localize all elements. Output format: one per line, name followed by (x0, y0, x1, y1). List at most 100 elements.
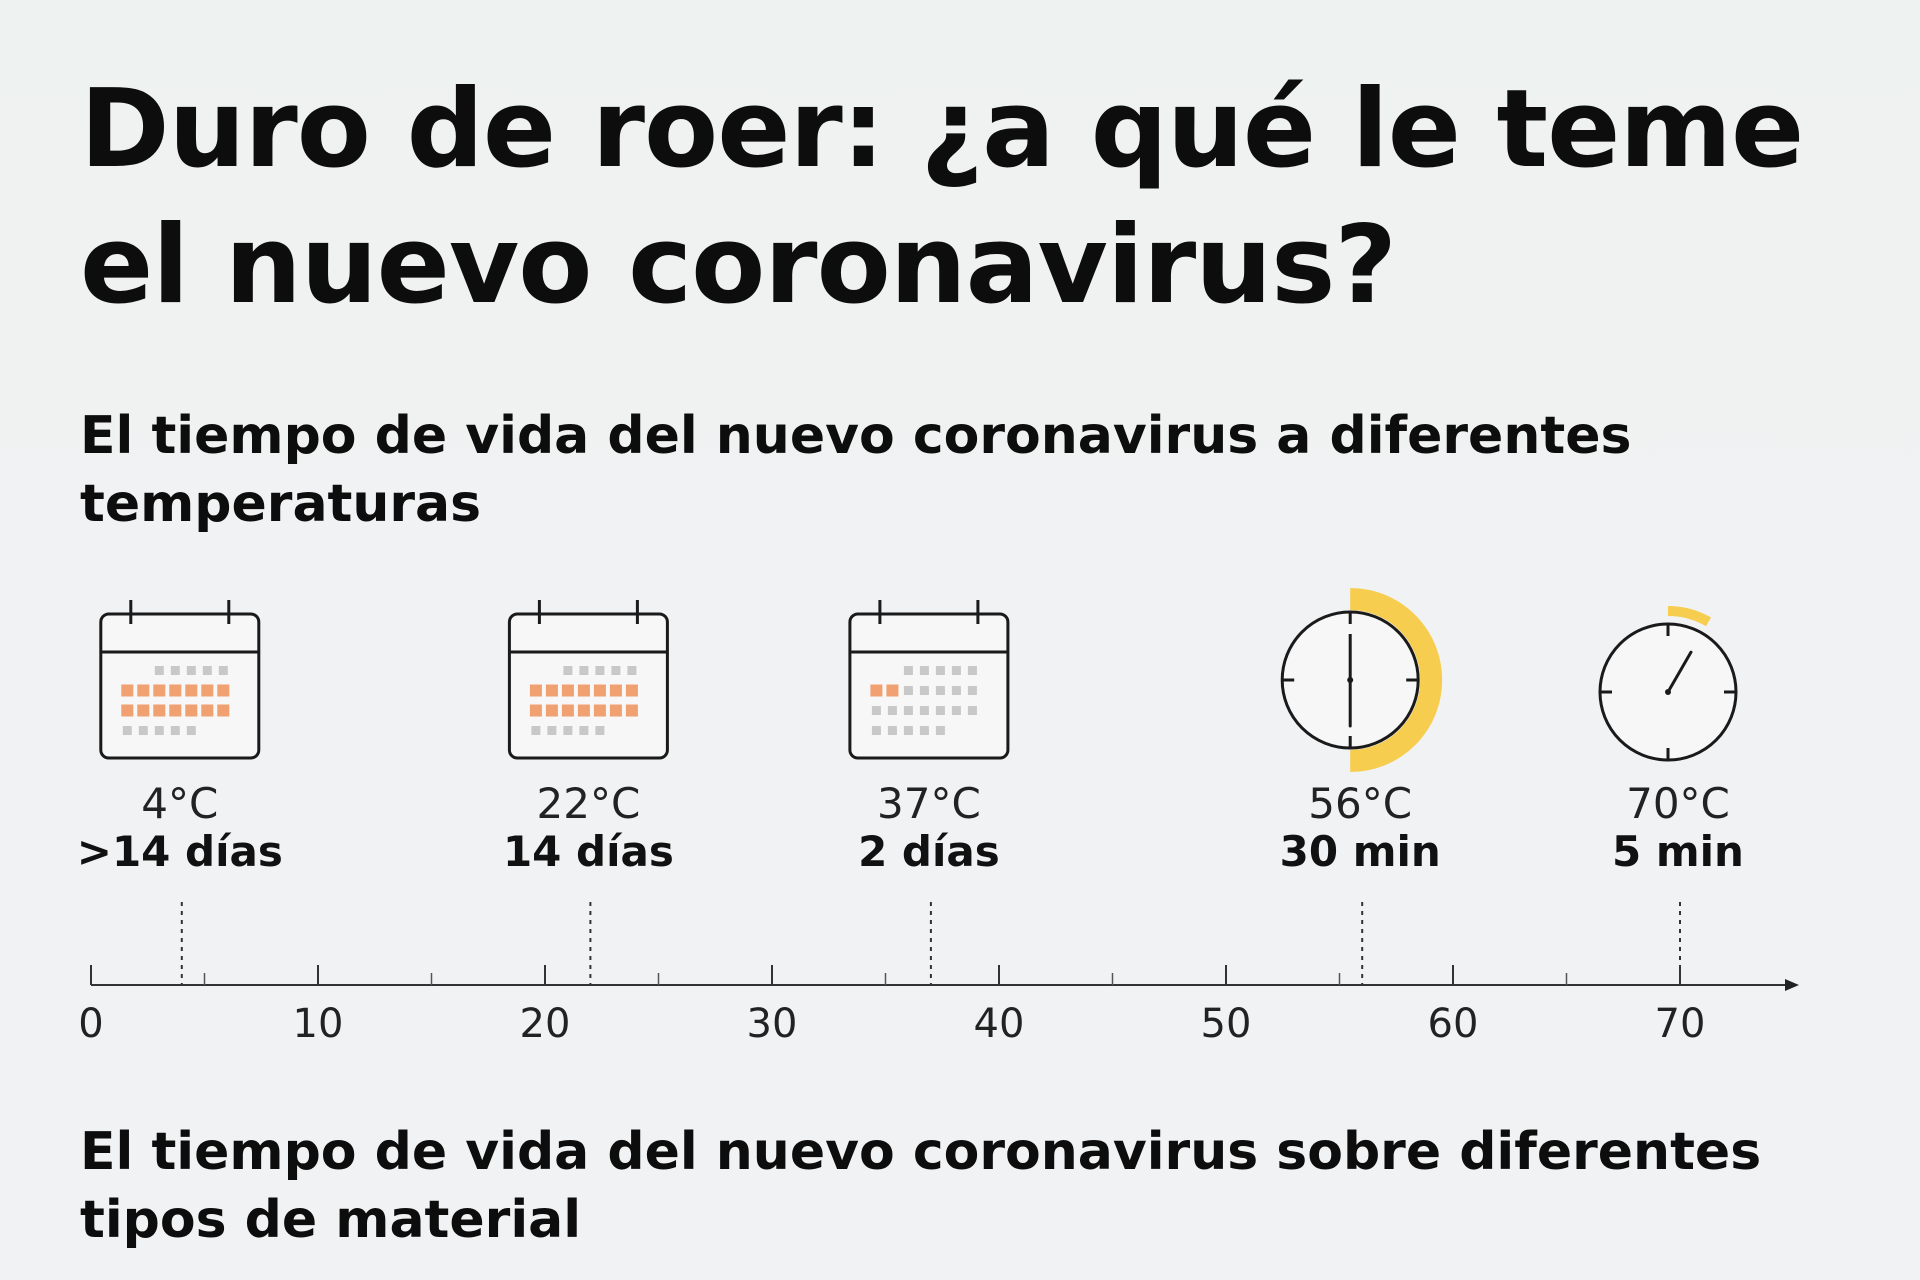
calendar-day (903, 686, 913, 695)
x-tick-label: 50 (1201, 1001, 1252, 1047)
clock-elapsed-arc (1668, 606, 1711, 627)
calendar-day (186, 726, 196, 735)
calendar-day-highlighted (137, 704, 150, 717)
calendar-day (154, 666, 164, 675)
temperature-label: 56°C (1308, 779, 1412, 828)
calendar-day (595, 666, 605, 675)
calendar-day-highlighted (625, 684, 638, 697)
calendar-day (903, 706, 913, 715)
x-tick-label: 30 (747, 1001, 798, 1047)
calendar-day-highlighted (609, 704, 622, 717)
duration-label: 2 días (858, 827, 1000, 876)
page-title: Duro de roer: ¿a qué le teme el nuevo co… (80, 67, 1804, 328)
clock-icon (1280, 588, 1443, 772)
calendar-day-highlighted (201, 684, 214, 697)
calendar-day (935, 706, 945, 715)
calendar-day (919, 726, 929, 735)
calendar-day (579, 726, 589, 735)
duration-label: 5 min (1612, 827, 1744, 876)
calendar-day-highlighted (185, 684, 198, 697)
calendar-day (627, 666, 637, 675)
clock-center (1665, 689, 1671, 695)
calendar-day (186, 666, 196, 675)
x-tick-label: 0 (78, 1001, 103, 1047)
calendar-day (919, 686, 929, 695)
calendar-day-highlighted (870, 684, 883, 697)
calendar-day (611, 666, 621, 675)
calendar-day-highlighted (121, 704, 134, 717)
calendar-day-highlighted (577, 684, 590, 697)
x-tick-label: 40 (974, 1001, 1025, 1047)
calendar-day (967, 666, 977, 675)
calendar-day-highlighted (201, 704, 214, 717)
calendar-day (871, 706, 881, 715)
calendar-day (170, 726, 180, 735)
calendar-day-highlighted (886, 684, 899, 697)
calendar-day (935, 666, 945, 675)
calendar-day (903, 726, 913, 735)
clock-center (1347, 677, 1354, 683)
clock-icon (1598, 606, 1738, 762)
calendar-day (871, 726, 881, 735)
calendar-day-highlighted (561, 704, 574, 717)
calendar-day-highlighted (545, 704, 558, 717)
calendar-day-highlighted (137, 684, 150, 697)
calendar-day-highlighted (121, 684, 134, 697)
x-tick-label: 10 (293, 1001, 344, 1047)
calendar-day (919, 706, 929, 715)
calendar-icon (507, 600, 669, 760)
calendar-day (951, 706, 961, 715)
duration-label: >14 días (77, 827, 283, 876)
calendar-day-highlighted (153, 704, 166, 717)
calendar-day (967, 706, 977, 715)
calendar-day-highlighted (625, 704, 638, 717)
calendar-day-highlighted (185, 704, 198, 717)
calendar-day-highlighted (529, 704, 542, 717)
calendar-day (138, 726, 148, 735)
calendar-day-highlighted (609, 684, 622, 697)
calendar-day (919, 666, 929, 675)
calendar-day (935, 686, 945, 695)
x-tick-label: 20 (520, 1001, 571, 1047)
calendar-day (951, 686, 961, 695)
calendar-day-highlighted (217, 704, 230, 717)
calendar-day-highlighted (169, 704, 182, 717)
temperature-label: 70°C (1626, 779, 1730, 828)
calendar-day (563, 726, 573, 735)
calendar-day-highlighted (217, 684, 230, 697)
calendar-icon (99, 600, 261, 760)
x-tick-label: 70 (1655, 1001, 1706, 1047)
calendar-day (903, 666, 913, 675)
calendar-day-highlighted (593, 684, 606, 697)
temperature-label: 22°C (537, 779, 641, 828)
temperature-label: 37°C (877, 779, 981, 828)
calendar-day (154, 726, 164, 735)
calendar-day-highlighted (593, 704, 606, 717)
x-axis-arrow (1785, 979, 1799, 991)
calendar-day (887, 726, 897, 735)
calendar-day (967, 686, 977, 695)
calendar-day-highlighted (577, 704, 590, 717)
calendar-day (218, 666, 228, 675)
calendar-day (887, 706, 897, 715)
clock-elapsed-arc (1350, 588, 1443, 772)
calendar-day-highlighted (169, 684, 182, 697)
temperature-label: 4°C (141, 779, 218, 828)
calendar-day (531, 726, 541, 735)
calendar-day (595, 726, 605, 735)
calendar-day (563, 666, 573, 675)
section-heading-temperatures: El tiempo de vida del nuevo coronavirus … (80, 406, 1632, 534)
calendar-day-highlighted (529, 684, 542, 697)
calendar-day (202, 666, 212, 675)
calendar-day (122, 726, 132, 735)
duration-label: 14 días (503, 827, 674, 876)
calendar-icon (848, 600, 1010, 760)
clock-hand (1666, 650, 1693, 694)
calendar-day (935, 726, 945, 735)
calendar-day-highlighted (153, 684, 166, 697)
calendar-day (547, 726, 557, 735)
calendar-day (579, 666, 589, 675)
calendar-day (951, 666, 961, 675)
duration-label: 30 min (1280, 827, 1441, 876)
calendar-day-highlighted (545, 684, 558, 697)
